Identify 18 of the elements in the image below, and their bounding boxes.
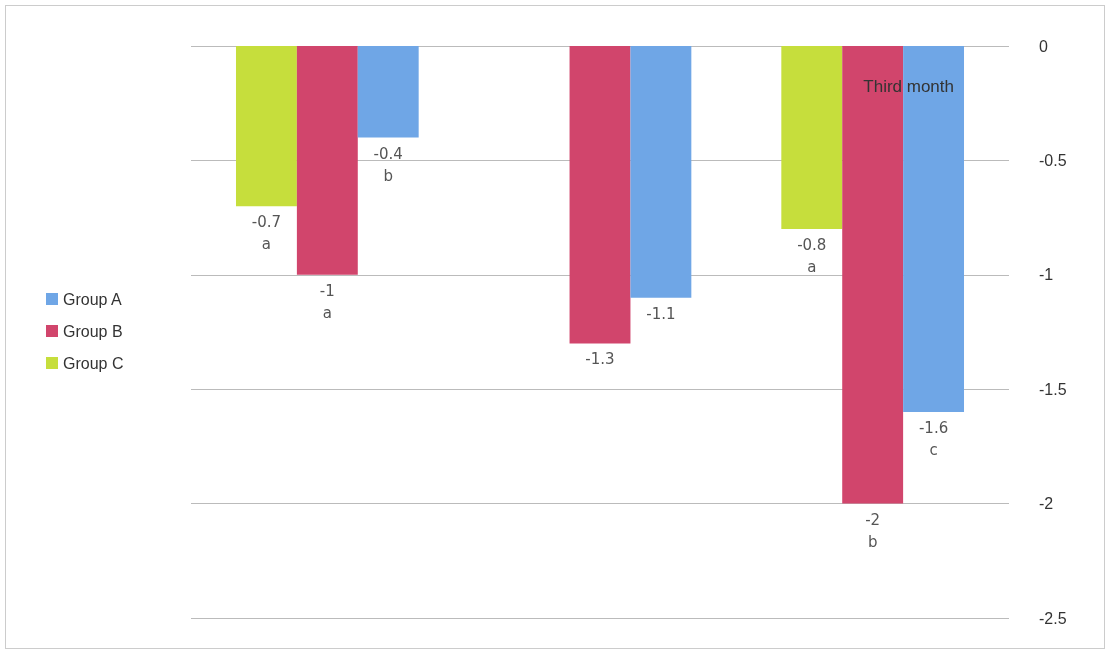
legend-label: Group C [63, 354, 124, 372]
y-tick-label: -2 [1039, 495, 1054, 513]
data-label: -0.8 a [797, 236, 827, 277]
data-label: -0.4 b [373, 144, 403, 185]
y-tick-label: -0.5 [1039, 151, 1067, 169]
data-label: -0.7 a [251, 213, 282, 254]
data-label: -1.6 c [918, 419, 949, 460]
data-label: -1 a [319, 281, 335, 322]
annotation: Third month [863, 77, 954, 96]
legend-label: Group B [63, 322, 123, 340]
y-tick-label: -2.5 [1039, 609, 1067, 627]
data-label: -1.1 [646, 304, 676, 323]
y-tick-label: -1.5 [1039, 380, 1067, 398]
data-label: -2 b [865, 510, 881, 551]
data-label: -1.3 [585, 350, 615, 369]
legend-label: Group A [63, 290, 123, 308]
y-tick-label: -1 [1039, 266, 1054, 284]
y-tick-label: 0 [1039, 37, 1048, 55]
